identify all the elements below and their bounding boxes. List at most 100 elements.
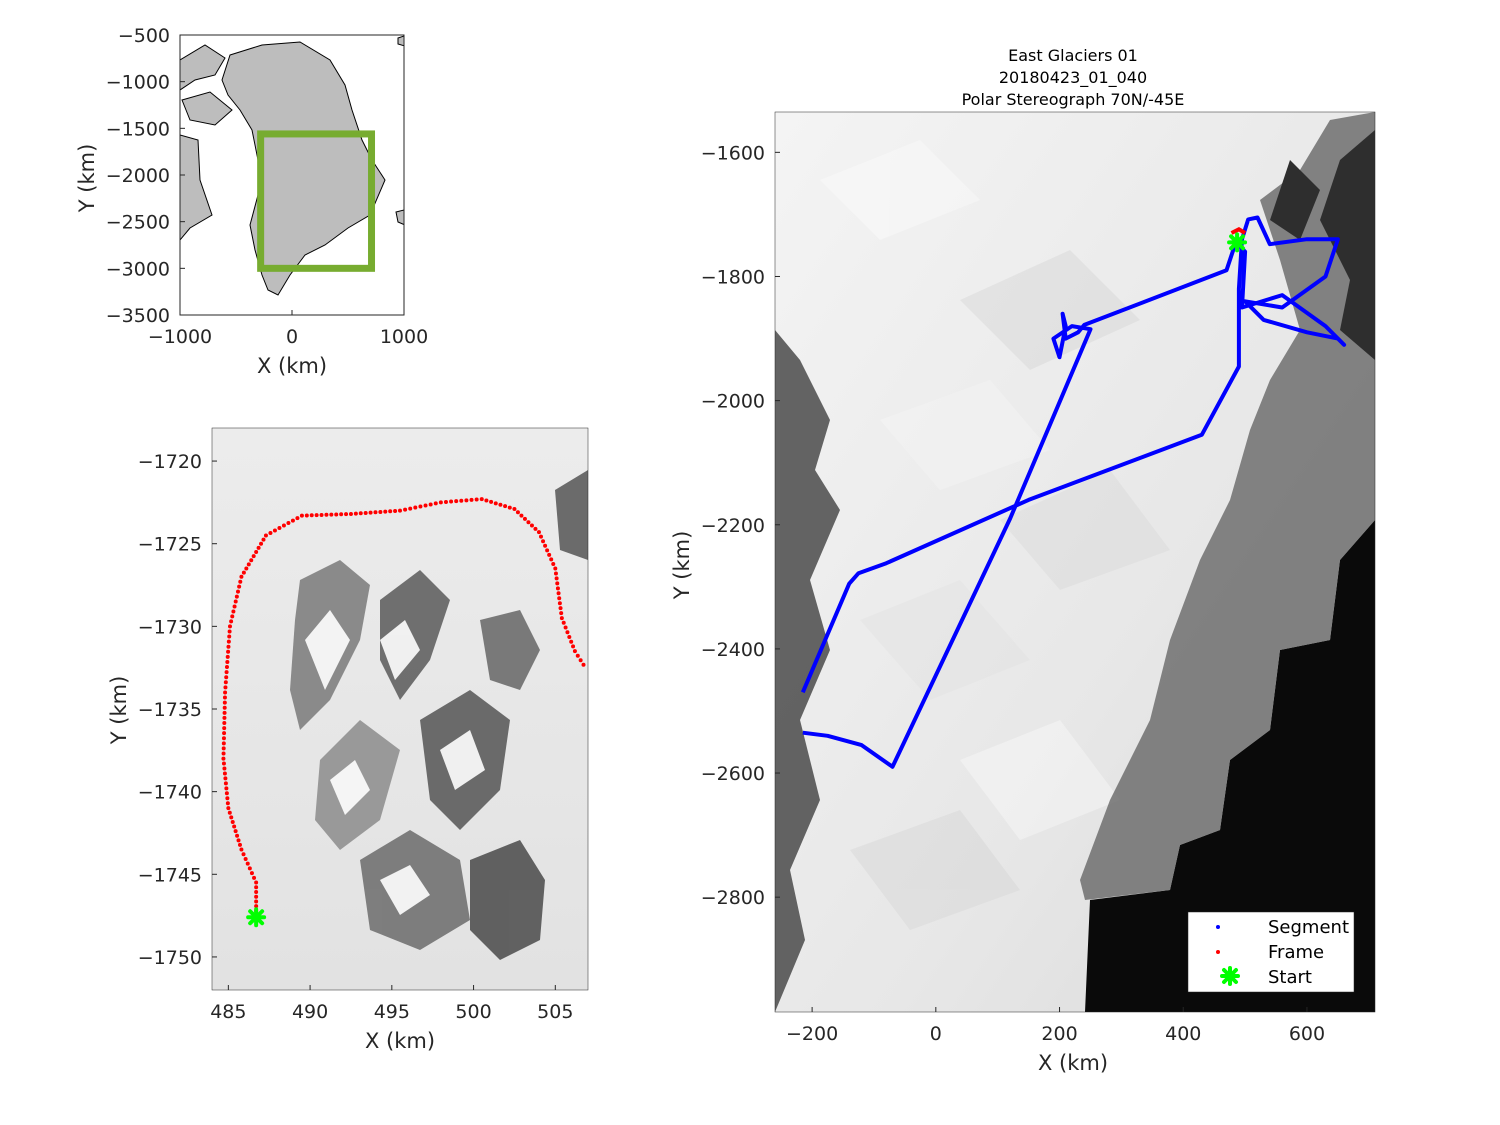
frame-point xyxy=(314,513,319,518)
frame-point xyxy=(254,894,259,899)
frame-point xyxy=(235,833,240,838)
frame-point xyxy=(224,665,229,670)
main-ytick-label: −2600 xyxy=(701,763,765,785)
overview-ytick-label: −500 xyxy=(118,25,170,47)
frame-point xyxy=(238,579,243,584)
frame-point xyxy=(237,584,242,589)
frame-point xyxy=(239,574,244,579)
frame-point xyxy=(252,875,257,880)
frame-point xyxy=(557,596,562,601)
frame-point xyxy=(329,512,334,517)
main-map: −200 0 200 400 600−1600−1800−2000−2200−2400−… xyxy=(670,46,1376,1075)
frame-point xyxy=(254,890,259,895)
frame-point xyxy=(243,856,248,861)
overview-ytick-label: −3500 xyxy=(106,305,170,327)
frame-point xyxy=(222,710,227,715)
frame-point xyxy=(569,639,574,644)
zoom-ytick-label: −1750 xyxy=(138,947,202,969)
frame-point xyxy=(235,589,240,594)
frame-point xyxy=(489,499,494,504)
frame-point xyxy=(551,561,556,566)
frame-point xyxy=(299,513,304,518)
main-xtick-label: 0 xyxy=(930,1023,942,1045)
frame-point xyxy=(454,499,459,504)
frame-point xyxy=(557,601,562,606)
frame-point xyxy=(515,510,520,515)
frame-point xyxy=(263,533,268,538)
zoom-ylabel: Y (km) xyxy=(107,676,131,746)
main-ytick-label: −2400 xyxy=(701,639,765,661)
title-line-3: Polar Stereograph 70N/-45E xyxy=(962,90,1185,109)
frame-point xyxy=(423,503,428,508)
segment-line xyxy=(800,215,1347,769)
frame-point xyxy=(428,502,433,507)
frame-point xyxy=(231,609,236,614)
frame-point xyxy=(224,791,229,796)
frame-point xyxy=(225,659,230,664)
frame-point xyxy=(559,611,564,616)
frame-point xyxy=(245,861,250,866)
frame-point xyxy=(232,824,237,829)
overview-ylabel: Y (km) xyxy=(75,144,99,214)
main-xtick-label: −200 xyxy=(786,1023,838,1045)
frame-point xyxy=(229,815,234,820)
zoom-snow-highlights xyxy=(305,610,485,915)
frame-point xyxy=(254,549,259,554)
frame-point xyxy=(393,508,398,513)
frame-point xyxy=(493,501,498,506)
frame-point xyxy=(246,562,251,567)
zoom-ticks: 485 490 495 500 505 −1720 −1725 −1730 −1735 −1740… xyxy=(138,451,574,1023)
frame-point xyxy=(433,501,438,506)
region-box xyxy=(257,130,376,272)
frame-point xyxy=(221,746,226,751)
frame-point xyxy=(277,526,282,531)
main-xtick-label: 400 xyxy=(1165,1023,1201,1045)
frame-point xyxy=(230,614,235,619)
frame-point xyxy=(222,705,227,710)
frame-point xyxy=(256,545,261,550)
legend-box xyxy=(1187,911,1355,993)
main-ticks: −200 0 200 400 600−1600−1800−2000−2200−2400−… xyxy=(701,142,1325,1045)
frame-point xyxy=(261,537,266,542)
frame-point xyxy=(559,616,564,621)
frame-point xyxy=(281,523,286,528)
frame-point xyxy=(388,509,393,514)
frame-point xyxy=(556,591,561,596)
main-ytick-label: −2200 xyxy=(701,515,765,537)
frame-point xyxy=(578,658,583,663)
title-line-1: East Glaciers 01 xyxy=(1008,46,1138,65)
frame-point xyxy=(225,796,230,801)
arctic-islands xyxy=(180,44,233,241)
frame-point xyxy=(221,756,226,761)
overview-ytick-label: −3000 xyxy=(106,258,170,280)
frame-point xyxy=(254,880,259,885)
frame-point xyxy=(223,781,228,786)
frame-point xyxy=(309,513,314,518)
frame-point xyxy=(222,766,227,771)
frame-point xyxy=(224,670,229,675)
frame-point xyxy=(249,871,254,876)
frame-point xyxy=(227,624,232,629)
frame-point xyxy=(522,516,527,521)
overview-ytick-label: −1500 xyxy=(106,118,170,140)
greenland-landmass xyxy=(221,41,386,296)
frame-point xyxy=(543,543,548,548)
main-xlabel: X (km) xyxy=(1038,1051,1108,1075)
main-ytick-label: −2000 xyxy=(701,391,765,413)
frame-point xyxy=(571,644,576,649)
legend-start-label: Start xyxy=(1268,967,1312,988)
frame-point xyxy=(286,521,291,526)
frame-point xyxy=(225,654,230,659)
frame-point xyxy=(259,541,264,546)
frame-point xyxy=(223,776,228,781)
frame-point xyxy=(533,526,538,531)
frame-point xyxy=(227,629,232,634)
frame-point xyxy=(254,885,259,890)
frame-point xyxy=(226,649,231,654)
zoom-xtick-label: 485 xyxy=(210,1001,246,1023)
frame-point xyxy=(221,736,226,741)
overview-xtick-label: 0 xyxy=(286,326,298,348)
frame-point xyxy=(319,512,324,517)
frame-point xyxy=(507,505,512,510)
frame-point xyxy=(230,819,235,824)
